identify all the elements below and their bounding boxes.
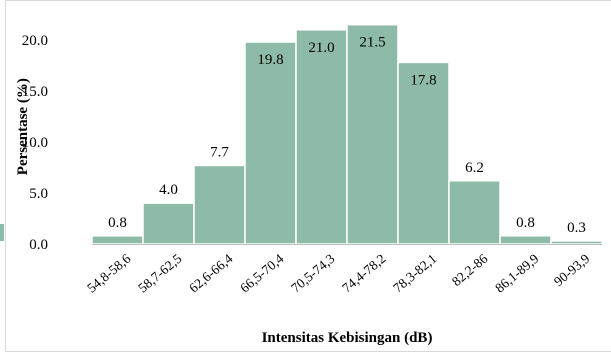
data-label: 0.8: [108, 215, 127, 231]
data-label: 17.8: [410, 72, 436, 88]
x-tick-label: 90-93,9: [551, 251, 593, 289]
bar-62,6-66,4: [193, 164, 246, 245]
y-tick-label: 0.0: [29, 237, 48, 253]
bar-58,7-62,5: [142, 202, 195, 245]
bars-group: [91, 23, 603, 245]
bar-70,5-74,3: [295, 29, 348, 245]
data-label: 19.8: [257, 52, 283, 68]
data-labels-group: 0.8 4.0 7.7 19.8 21.0 21.5 17.8 6.2 0.8 0.3: [108, 35, 586, 236]
x-tick-label: 54,8-58,6: [84, 251, 133, 296]
y-axis-ticks: 0.0 5.0 10.0 15.0 20.0: [22, 33, 48, 253]
data-label: 4.0: [159, 182, 178, 198]
y-tick-label: 15.0: [22, 84, 48, 100]
data-label: 21.0: [308, 40, 334, 56]
y-tick-label: 10.0: [22, 135, 48, 151]
data-label: 6.2: [465, 160, 484, 176]
x-tick-label: 74,4-78,2: [339, 251, 388, 296]
x-axis-title: Intensitas Kebisingan (dB): [262, 330, 433, 346]
x-axis-ticks: 54,8-58,6 58,7-62,5 62,6-66,4 66,5-70,4 70,5…: [84, 251, 592, 296]
clipped-swatch: [0, 224, 4, 241]
bar-90-93,9: [550, 240, 603, 245]
data-label: 0.3: [567, 220, 586, 236]
y-tick-label: 20.0: [22, 33, 48, 49]
data-label: 0.8: [516, 215, 535, 231]
bar-78,3-82,1: [397, 61, 450, 245]
data-label: 21.5: [359, 35, 385, 51]
bar-74,4-78,2: [346, 23, 399, 245]
x-tick-label: 62,6-66,4: [186, 251, 235, 296]
bar-66,5-70,4: [244, 41, 297, 245]
y-tick-label: 5.0: [29, 186, 48, 202]
x-tick-label: 82,2-86: [449, 251, 491, 289]
bar-54,8-58,6: [91, 235, 144, 245]
x-tick-label: 78,3-82,1: [390, 251, 439, 296]
x-tick-label: 70,5-74,3: [288, 251, 337, 296]
x-tick-label: 66,5-70,4: [237, 251, 286, 296]
x-tick-label: 86,1-89,9: [492, 251, 541, 296]
x-tick-label: 58,7-62,5: [135, 251, 184, 296]
bar-82,2-86: [448, 180, 501, 245]
y-axis-title: Persentase (%): [15, 78, 31, 175]
data-label: 7.7: [210, 144, 229, 160]
bar-86,1-89,9: [499, 235, 552, 245]
